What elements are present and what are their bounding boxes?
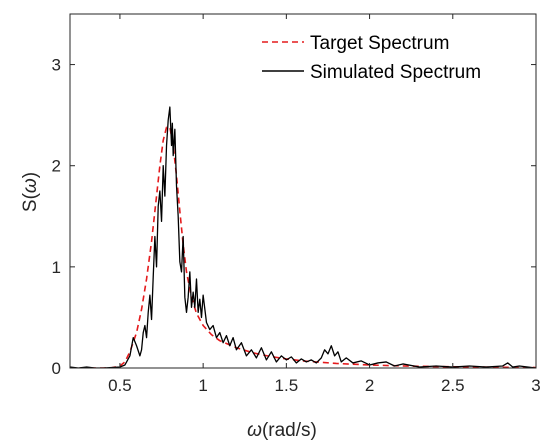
y-tick-label: 0 [52,359,61,378]
series-line-target [70,126,536,368]
y-tick-label: 1 [52,258,61,277]
x-axis-label: ω(rad/s) [247,420,317,441]
legend-label-target: Target Spectrum [310,33,449,54]
legend: Target Spectrum Simulated Spectrum [262,33,481,83]
x-tick-label: 2 [365,376,374,395]
x-tick-label: 1.5 [275,376,299,395]
x-axis-ticks: 0.5 1 1.5 2 2.5 3 [108,14,541,395]
x-tick-label: 1 [198,376,207,395]
y-axis-label: S(ω) [20,172,41,212]
axes-box [69,13,537,369]
y-axis-label-prefix: S( [20,192,41,212]
y-tick-label: 2 [52,157,61,176]
x-tick-label: 2.5 [441,376,465,395]
x-tick-label: 3 [531,376,540,395]
x-tick-label: 0.5 [108,376,132,395]
y-axis-label-suffix: ) [20,172,41,178]
y-axis-ticks: 0 1 2 3 [52,56,536,378]
y-axis-label-symbol: ω [20,178,41,193]
legend-label-simulated: Simulated Spectrum [310,62,481,83]
y-tick-label: 3 [52,56,61,75]
x-axis-label-symbol: ω [247,420,262,441]
plot-area [69,13,537,369]
series-line-simulated [70,106,536,368]
x-axis-label-unit: (rad/s) [262,420,317,441]
